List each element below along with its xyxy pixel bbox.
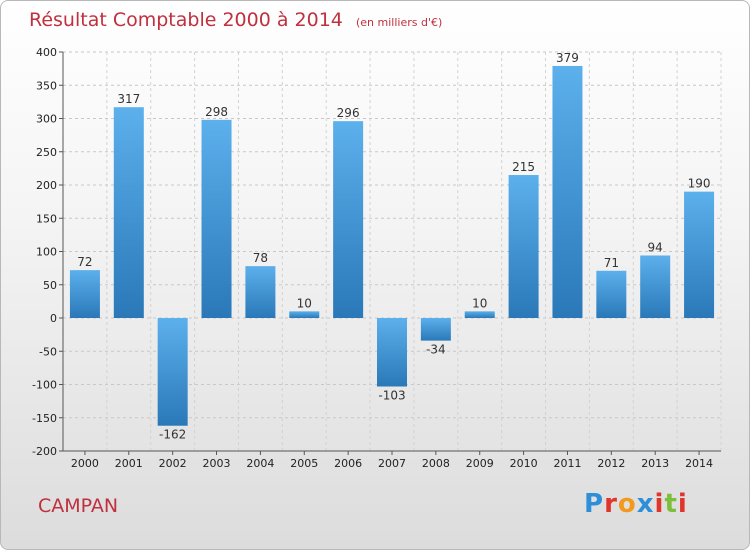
bar-2002	[157, 318, 188, 426]
bar-2004	[245, 266, 276, 318]
y-tick-label: -100	[32, 379, 57, 392]
bar-2001	[113, 107, 144, 318]
y-tick-label: 100	[36, 246, 57, 259]
y-tick-label: -150	[32, 412, 57, 425]
title-row: Résultat Comptable 2000 à 2014 (en milli…	[29, 9, 442, 31]
logo-letter: i	[654, 489, 665, 519]
chart-subtitle: (en milliers d'€)	[355, 16, 443, 29]
bar-2012	[596, 270, 627, 318]
bar-2010	[508, 175, 539, 318]
data-label-2001: 317	[117, 92, 140, 106]
x-tick-label: 2012	[597, 457, 625, 470]
y-tick-label: 200	[36, 179, 57, 192]
y-tick-label: 250	[36, 146, 57, 159]
bar-2008	[420, 318, 451, 341]
bar-2000	[69, 270, 100, 318]
data-label-2012: 71	[604, 256, 619, 270]
x-tick-label: 2008	[422, 457, 450, 470]
bar-2013	[640, 255, 671, 318]
x-tick-label: 2006	[334, 457, 362, 470]
data-labels: 72 317 -162 298 78 10 296 -103 -34 10 215 379 71 94 19…	[77, 51, 710, 442]
data-label-2006: 296	[337, 106, 360, 120]
x-tick-label: 2010	[510, 457, 538, 470]
x-tick-label: 2013	[641, 457, 669, 470]
bars	[69, 65, 715, 426]
axes: -200 -150 -100 -50 0 50 100 150 200 250 300 350 400 2…	[32, 46, 721, 470]
bar-2005	[289, 311, 320, 318]
bar-2007	[377, 318, 407, 387]
x-tick-label: 2004	[246, 457, 274, 470]
data-label-2004: 78	[253, 251, 268, 265]
bar-2014	[684, 191, 715, 318]
data-label-2007: -103	[378, 388, 405, 402]
y-tick-label: -200	[32, 445, 57, 458]
x-tick-label: 2011	[553, 457, 581, 470]
x-tick-label: 2014	[685, 457, 713, 470]
data-label-2011: 379	[556, 51, 579, 65]
proxiti-logo: Proxiti	[584, 489, 688, 519]
x-tick-label: 2002	[159, 457, 187, 470]
data-label-2014: 190	[688, 177, 711, 191]
logo-letter: o	[617, 489, 637, 519]
data-label-2005: 10	[297, 296, 312, 310]
logo-letter: r	[604, 489, 618, 519]
x-tick-label: 2003	[203, 457, 231, 470]
x-tick-label: 2001	[115, 457, 143, 470]
logo-letter: x	[636, 489, 655, 519]
x-tick-label: 2000	[71, 457, 99, 470]
y-tick-label: 350	[36, 79, 57, 92]
y-tick-label: 0	[50, 312, 57, 325]
bar-2003	[201, 119, 232, 318]
chart-title: Résultat Comptable 2000 à 2014	[29, 9, 343, 31]
x-tick-label: 2009	[466, 457, 494, 470]
y-tick-label: 50	[43, 279, 57, 292]
bar-2011	[552, 65, 583, 318]
data-label-2008: -34	[426, 343, 446, 357]
y-tick-label: 150	[36, 212, 57, 225]
logo-letter: i	[677, 489, 688, 519]
place-name: CAMPAN	[38, 495, 119, 517]
data-label-2002: -162	[159, 428, 186, 442]
x-tick-label: 2005	[290, 457, 318, 470]
logo-letter: P	[584, 489, 605, 519]
data-label-2013: 94	[648, 240, 663, 254]
data-label-2010: 215	[512, 160, 535, 174]
y-tick-label: 300	[36, 113, 57, 126]
data-label-2003: 298	[205, 105, 228, 119]
y-tick-label: 400	[36, 46, 57, 59]
data-label-2009: 10	[472, 296, 487, 310]
logo-letter: t	[664, 489, 678, 519]
x-tick-label: 2007	[378, 457, 406, 470]
data-label-2000: 72	[77, 255, 92, 269]
bar-2006	[333, 121, 364, 318]
y-tick-label: -50	[39, 345, 57, 358]
bar-2009	[464, 311, 495, 318]
